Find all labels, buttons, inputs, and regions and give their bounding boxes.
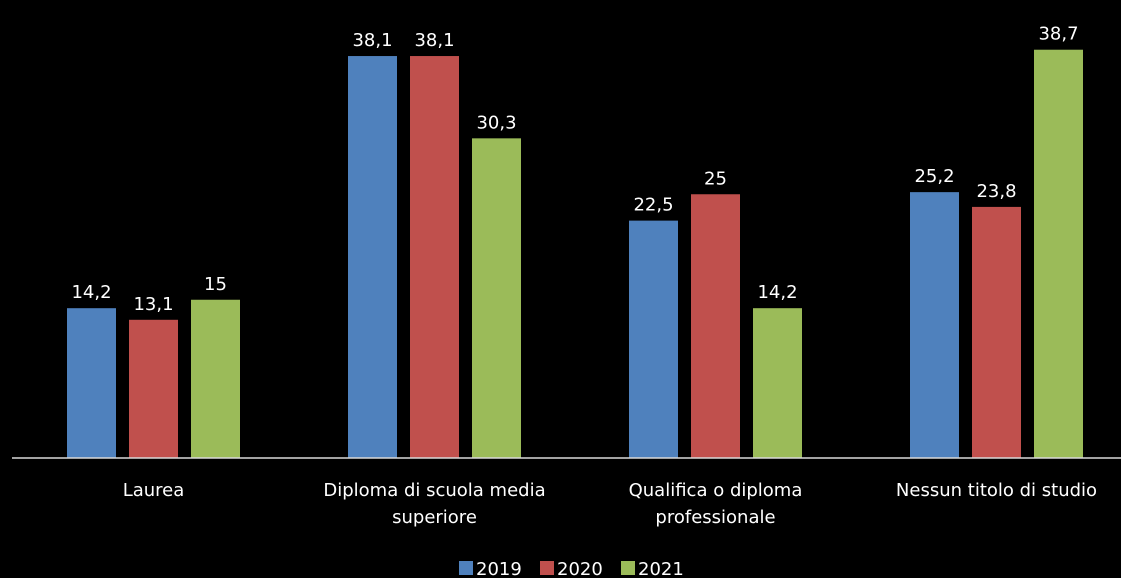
data-label-2019-2: 22,5 <box>633 195 673 216</box>
bars-group <box>67 49 1083 459</box>
data-label-2021-3: 38,7 <box>1038 24 1078 45</box>
data-label-2019-1: 38,1 <box>352 30 392 51</box>
data-label-2019-3: 25,2 <box>914 166 954 187</box>
bar-2019-1 <box>348 56 397 459</box>
data-label-2020-3: 23,8 <box>976 181 1016 202</box>
bar-2019-2 <box>629 220 678 458</box>
legend-swatch-2021 <box>621 561 635 575</box>
value-labels-group: 14,2 13,1 15 38,1 38,1 30,3 22,5 25 14,2 25,2 23,8… <box>71 24 1078 315</box>
data-label-2021-1: 30,3 <box>476 112 516 133</box>
category-label-0-0: Laurea <box>123 480 185 501</box>
category-label-3-0: Nessun titolo di studio <box>896 480 1097 501</box>
category-labels-group: Laurea Diploma di scuola media superiore Qu… <box>123 480 1097 528</box>
bar-2021-1 <box>472 138 521 458</box>
data-label-2020-2: 25 <box>704 168 727 189</box>
bar-2021-2 <box>753 308 802 458</box>
bar-2020-2 <box>691 194 740 458</box>
category-label-2-0: Qualifica o diploma <box>629 480 803 501</box>
legend-label-2020: 2020 <box>557 559 603 578</box>
data-label-2020-0: 13,1 <box>133 294 173 315</box>
category-label-1-1: superiore <box>392 507 477 528</box>
bar-2021-0 <box>191 299 240 458</box>
data-label-2020-1: 38,1 <box>414 30 454 51</box>
bar-2020-0 <box>129 319 178 458</box>
legend-swatch-2019 <box>459 561 473 575</box>
bar-2020-1 <box>410 56 459 459</box>
legend: 2019 2020 2021 <box>459 559 684 578</box>
legend-label-2019: 2019 <box>476 559 522 578</box>
bar-2019-3 <box>910 192 959 458</box>
bar-2021-3 <box>1034 49 1083 459</box>
category-label-2-1: professionale <box>655 507 775 528</box>
legend-swatch-2020 <box>540 561 554 575</box>
data-label-2021-2: 14,2 <box>757 282 797 303</box>
bar-2019-0 <box>67 308 116 458</box>
data-label-2021-0: 15 <box>204 274 227 295</box>
data-label-2019-0: 14,2 <box>71 282 111 303</box>
category-label-1-0: Diploma di scuola media <box>323 480 545 501</box>
legend-label-2021: 2021 <box>638 559 684 578</box>
bar-2020-3 <box>972 206 1021 458</box>
